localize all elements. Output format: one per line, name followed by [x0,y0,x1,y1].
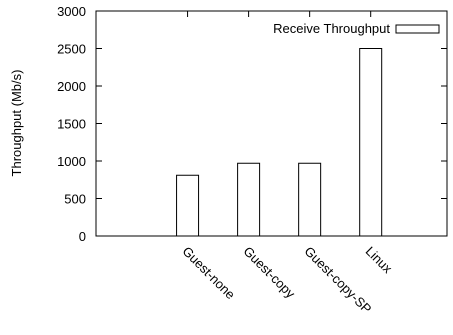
legend: Receive Throughput [273,21,440,36]
bar [237,162,261,237]
y-axis-label: Throughput (Mb/s) [9,70,24,177]
y-tick-label: 2500 [57,42,86,57]
plot-frame [95,10,448,237]
bar [359,48,383,237]
bars-group [176,48,383,237]
y-tick-label: 0 [79,229,86,244]
y-tick-label: 1000 [57,154,86,169]
y-tick-label: 500 [64,192,86,207]
bar [298,162,322,237]
y-tick-label: 1500 [57,117,86,132]
x-axis-ticks [187,11,372,236]
x-tick-label: Guest-none [179,244,238,303]
y-tick-label: 3000 [57,4,86,19]
bar [176,174,200,237]
y-tick-label: 2000 [57,79,86,94]
x-tick-label: Guest-copy [240,244,298,302]
legend-swatch [395,24,440,34]
x-tick-label: Linux [363,244,396,277]
legend-label: Receive Throughput [273,21,390,36]
y-axis-ticks: 0 500 1000 1500 2000 2500 3000 [57,4,447,244]
